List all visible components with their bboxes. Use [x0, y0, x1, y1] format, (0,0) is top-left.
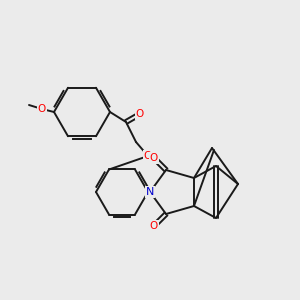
Text: O: O: [38, 104, 46, 114]
Text: O: O: [136, 109, 144, 119]
Text: O: O: [144, 151, 152, 161]
Text: N: N: [146, 187, 154, 197]
Text: O: O: [150, 221, 158, 231]
Text: O: O: [150, 153, 158, 163]
